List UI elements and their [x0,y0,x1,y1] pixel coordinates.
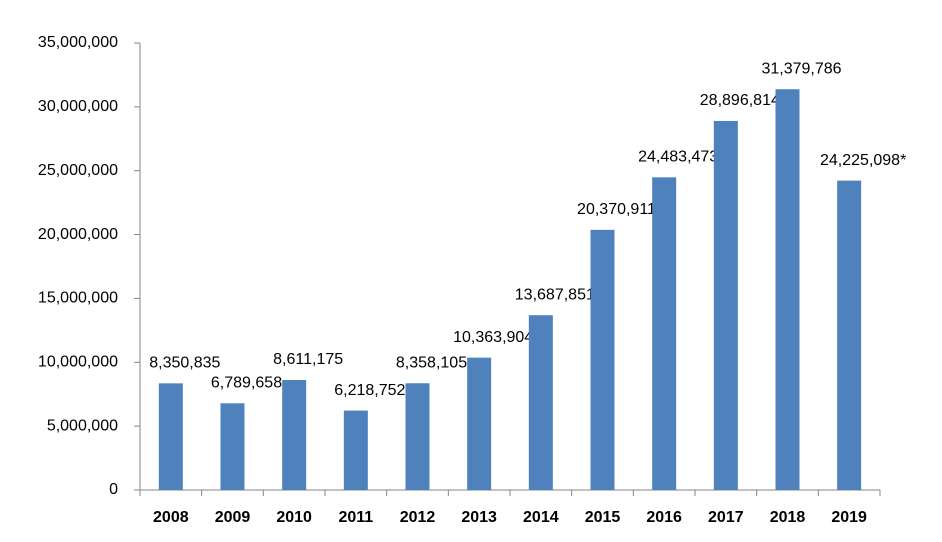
x-tick-label: 2009 [215,509,251,526]
data-label: 20,370,911 [577,201,656,218]
bar [652,177,677,490]
data-label: 10,363,904 [453,329,533,346]
x-tick-label: 2008 [153,509,189,526]
x-tick-label: 2015 [585,509,621,526]
bar [775,89,800,491]
bar [467,357,492,490]
x-tick-label: 2011 [338,509,373,526]
x-tick-label: 2012 [400,509,436,526]
bar [590,229,615,491]
bar [713,120,738,490]
y-tick-label: 20,000,000 [38,226,118,243]
bar [837,180,862,490]
data-label: 13,687,851 [515,286,595,303]
bar [282,380,307,490]
y-tick-label: 25,000,000 [38,162,118,179]
bar [343,410,368,490]
data-label: 8,611,175 [273,351,343,368]
y-tick-label: 30,000,000 [38,98,118,115]
x-tick-label: 2018 [770,509,806,526]
data-label: 28,896,814 [700,92,780,109]
x-tick-label: 2016 [646,509,682,526]
y-tick-label: 0 [109,481,118,498]
y-tick-label: 10,000,000 [38,354,118,371]
y-tick-label: 35,000,000 [38,34,118,51]
y-tick-label: 15,000,000 [38,290,118,307]
bar [220,403,245,490]
data-label: 6,789,658 [211,375,282,392]
data-label: 24,225,098* [820,152,906,169]
bar [405,383,430,490]
x-tick-label: 2019 [831,509,867,526]
x-tick-label: 2017 [708,509,744,526]
data-label: 24,483,473 [638,149,718,166]
data-label: 31,379,786 [761,60,841,77]
bar [158,383,183,490]
data-label: 8,350,835 [149,355,220,372]
data-label: 8,358,105 [396,354,467,371]
bar [528,315,553,490]
x-tick-label: 2010 [276,509,312,526]
y-tick-label: 5,000,000 [47,417,118,434]
x-tick-label: 2014 [523,509,559,526]
x-tick-label: 2013 [461,509,497,526]
data-label: 6,218,752 [334,382,405,399]
